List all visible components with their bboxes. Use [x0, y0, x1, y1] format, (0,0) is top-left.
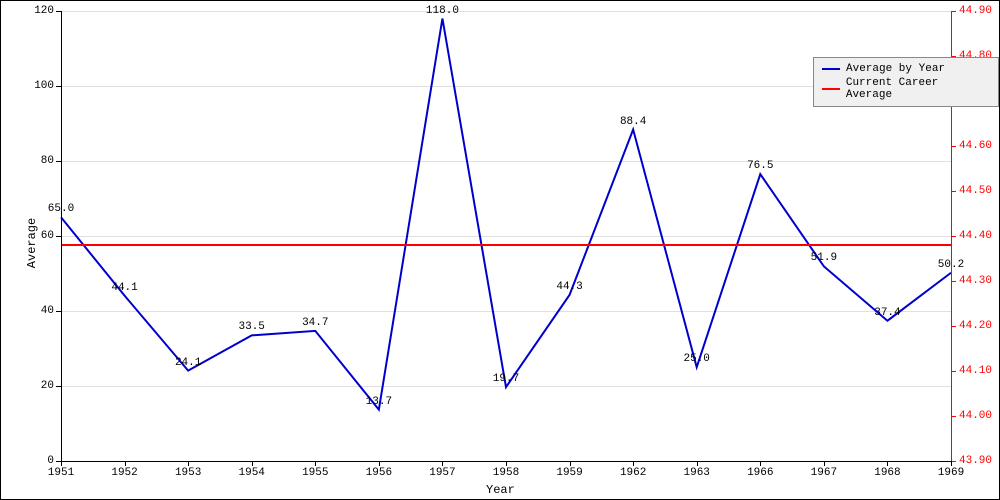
y-left-tick-label: 0: [19, 455, 54, 467]
x-tick-label: 1969: [938, 467, 964, 479]
legend-swatch: [822, 68, 840, 70]
x-tick-label: 1952: [111, 467, 137, 479]
chart-container: 65.044.124.133.534.713.7118.019.744.388.…: [0, 0, 1000, 500]
data-label: 118.0: [426, 5, 459, 17]
legend-item: Current Career Average: [822, 76, 990, 102]
data-label: 33.5: [239, 321, 265, 333]
y-right-tick: [951, 146, 956, 147]
x-tick: [824, 461, 825, 466]
x-tick: [633, 461, 634, 466]
x-tick-label: 1951: [48, 467, 74, 479]
x-tick-label: 1955: [302, 467, 328, 479]
y-left-tick-label: 40: [19, 305, 54, 317]
y-right-tick-label: 44.40: [959, 230, 1000, 242]
x-tick-label: 1963: [684, 467, 710, 479]
y-left-tick-label: 80: [19, 155, 54, 167]
y-right-tick: [951, 281, 956, 282]
y-right-tick-label: 44.10: [959, 365, 1000, 377]
y-left-tick-label: 100: [19, 80, 54, 92]
data-label: 44.1: [111, 282, 137, 294]
x-tick: [125, 461, 126, 466]
y-right-tick-label: 44.50: [959, 185, 1000, 197]
legend: Average by Year Current Career Average: [813, 57, 999, 107]
y-right-tick-label: 44.30: [959, 275, 1000, 287]
y-right-tick: [951, 416, 956, 417]
y-left-tick-label: 120: [19, 5, 54, 17]
y-right-tick-label: 44.00: [959, 410, 1000, 422]
x-tick: [887, 461, 888, 466]
legend-item: Average by Year: [822, 62, 990, 76]
legend-label: Current Career Average: [846, 77, 990, 101]
y-right-tick: [951, 371, 956, 372]
x-tick: [506, 461, 507, 466]
y-left-title: Average: [25, 218, 39, 268]
x-tick-label: 1968: [874, 467, 900, 479]
x-tick: [760, 461, 761, 466]
x-tick: [61, 461, 62, 466]
x-tick-label: 1966: [747, 467, 773, 479]
x-tick-label: 1967: [811, 467, 837, 479]
x-tick: [315, 461, 316, 466]
x-tick: [951, 461, 952, 466]
y-left-tick: [56, 311, 61, 312]
y-left-tick: [56, 11, 61, 12]
x-tick-label: 1962: [620, 467, 646, 479]
data-label: 24.1: [175, 357, 201, 369]
x-tick-label: 1953: [175, 467, 201, 479]
y-axis-left: [61, 11, 62, 461]
data-label: 76.5: [747, 160, 773, 172]
y-left-tick: [56, 386, 61, 387]
y-right-tick: [951, 11, 956, 12]
x-title: Year: [486, 483, 515, 497]
y-right-tick-label: 43.90: [959, 455, 1000, 467]
y-right-tick-label: 44.90: [959, 5, 1000, 17]
data-label: 51.9: [811, 252, 837, 264]
y-left-tick: [56, 86, 61, 87]
x-tick-label: 1959: [556, 467, 582, 479]
x-tick: [570, 461, 571, 466]
y-right-tick: [951, 236, 956, 237]
legend-swatch: [822, 88, 840, 90]
y-right-tick: [951, 326, 956, 327]
y-left-tick-label: 20: [19, 380, 54, 392]
x-tick: [442, 461, 443, 466]
data-label: 88.4: [620, 116, 646, 128]
y-left-tick: [56, 236, 61, 237]
x-tick-label: 1956: [366, 467, 392, 479]
data-label: 19.7: [493, 373, 519, 385]
legend-label: Average by Year: [846, 63, 945, 75]
x-tick-label: 1954: [239, 467, 265, 479]
y-right-tick: [951, 191, 956, 192]
y-right-tick-label: 44.20: [959, 320, 1000, 332]
data-label: 25.0: [684, 353, 710, 365]
y-right-tick-label: 44.60: [959, 140, 1000, 152]
x-tick-label: 1957: [429, 467, 455, 479]
x-tick: [252, 461, 253, 466]
x-tick: [379, 461, 380, 466]
x-tick: [188, 461, 189, 466]
data-label: 13.7: [366, 396, 392, 408]
y-left-tick: [56, 161, 61, 162]
data-label: 44.3: [556, 281, 582, 293]
x-tick: [697, 461, 698, 466]
data-label: 37.4: [874, 307, 900, 319]
data-label: 34.7: [302, 317, 328, 329]
x-tick-label: 1958: [493, 467, 519, 479]
